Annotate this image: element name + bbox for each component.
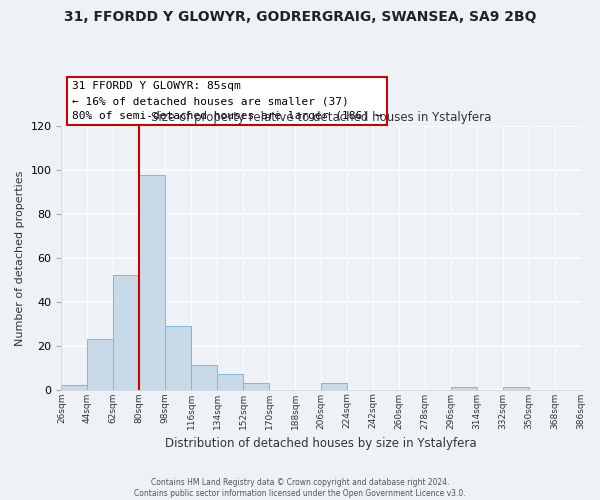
Bar [503, 388, 529, 390]
Bar [61, 385, 88, 390]
Bar [217, 374, 243, 390]
Bar [113, 276, 139, 390]
Bar [88, 339, 113, 390]
Bar [243, 383, 269, 390]
Y-axis label: Number of detached properties: Number of detached properties [15, 170, 25, 346]
Text: 31 FFORDD Y GLOWYR: 85sqm
← 16% of detached houses are smaller (37)
80% of semi-: 31 FFORDD Y GLOWYR: 85sqm ← 16% of detac… [72, 82, 382, 121]
Bar [191, 366, 217, 390]
Text: Contains HM Land Registry data © Crown copyright and database right 2024.
Contai: Contains HM Land Registry data © Crown c… [134, 478, 466, 498]
Bar [165, 326, 191, 390]
Bar [139, 174, 165, 390]
Bar [321, 383, 347, 390]
Title: Size of property relative to detached houses in Ystalyfera: Size of property relative to detached ho… [151, 110, 491, 124]
Bar [451, 388, 476, 390]
Text: 31, FFORDD Y GLOWYR, GODRERGRAIG, SWANSEA, SA9 2BQ: 31, FFORDD Y GLOWYR, GODRERGRAIG, SWANSE… [64, 10, 536, 24]
X-axis label: Distribution of detached houses by size in Ystalyfera: Distribution of detached houses by size … [165, 437, 477, 450]
